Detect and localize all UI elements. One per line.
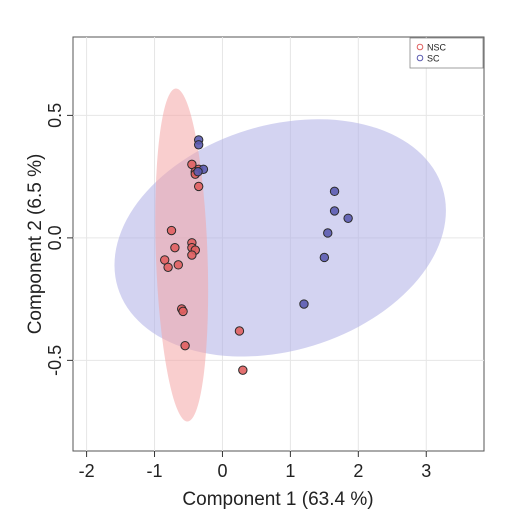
- point-sc: [193, 167, 203, 177]
- x-tick-label: -1: [147, 461, 163, 481]
- data-points: [160, 135, 353, 375]
- point-nsc: [178, 306, 188, 317]
- legend-marker-nsc: [416, 43, 424, 51]
- point-nsc: [238, 365, 248, 375]
- point-nsc: [166, 225, 177, 236]
- y-axis-title: Component 2 (6.5 %): [25, 154, 46, 335]
- point-sc: [329, 206, 340, 216]
- point-sc: [193, 140, 204, 150]
- point-sc: [323, 228, 333, 238]
- point-nsc: [173, 260, 183, 270]
- point-nsc: [193, 181, 204, 192]
- x-tick-label: -2: [79, 461, 95, 481]
- point-nsc: [163, 262, 173, 272]
- x-tick-label: 3: [421, 461, 431, 481]
- y-tick-label: 0.0: [45, 225, 65, 250]
- point-nsc: [187, 250, 197, 260]
- y-tick-label: -0.5: [45, 345, 65, 376]
- point-sc: [299, 299, 309, 309]
- legend-label-sc: SC: [427, 54, 440, 64]
- point-sc: [343, 213, 353, 223]
- point-nsc: [180, 340, 190, 351]
- y-axis-ticks: -0.5 0.0 0.5: [45, 103, 73, 376]
- x-axis-ticks: -2 -1 0 1 2 3: [79, 451, 431, 481]
- point-sc: [329, 186, 340, 197]
- point-nsc: [170, 242, 180, 253]
- x-tick-label: 1: [285, 461, 295, 481]
- x-axis-title: Component 1 (63.4 %): [182, 489, 373, 510]
- point-sc: [319, 252, 330, 263]
- legend-marker-sc: [416, 54, 424, 62]
- point-nsc: [234, 326, 245, 336]
- legend-label-nsc: NSC: [427, 43, 447, 53]
- legend-box: [409, 37, 484, 69]
- x-tick-label: 0: [217, 461, 227, 481]
- y-tick-label: 0.5: [45, 103, 65, 128]
- x-tick-label: 2: [353, 461, 363, 481]
